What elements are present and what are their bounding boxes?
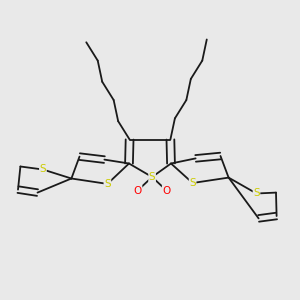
Text: S: S xyxy=(104,179,111,189)
Text: S: S xyxy=(189,178,196,188)
Text: O: O xyxy=(134,185,142,196)
Text: S: S xyxy=(149,172,155,182)
Text: O: O xyxy=(162,185,171,196)
Text: S: S xyxy=(253,188,260,199)
Text: S: S xyxy=(40,164,46,175)
